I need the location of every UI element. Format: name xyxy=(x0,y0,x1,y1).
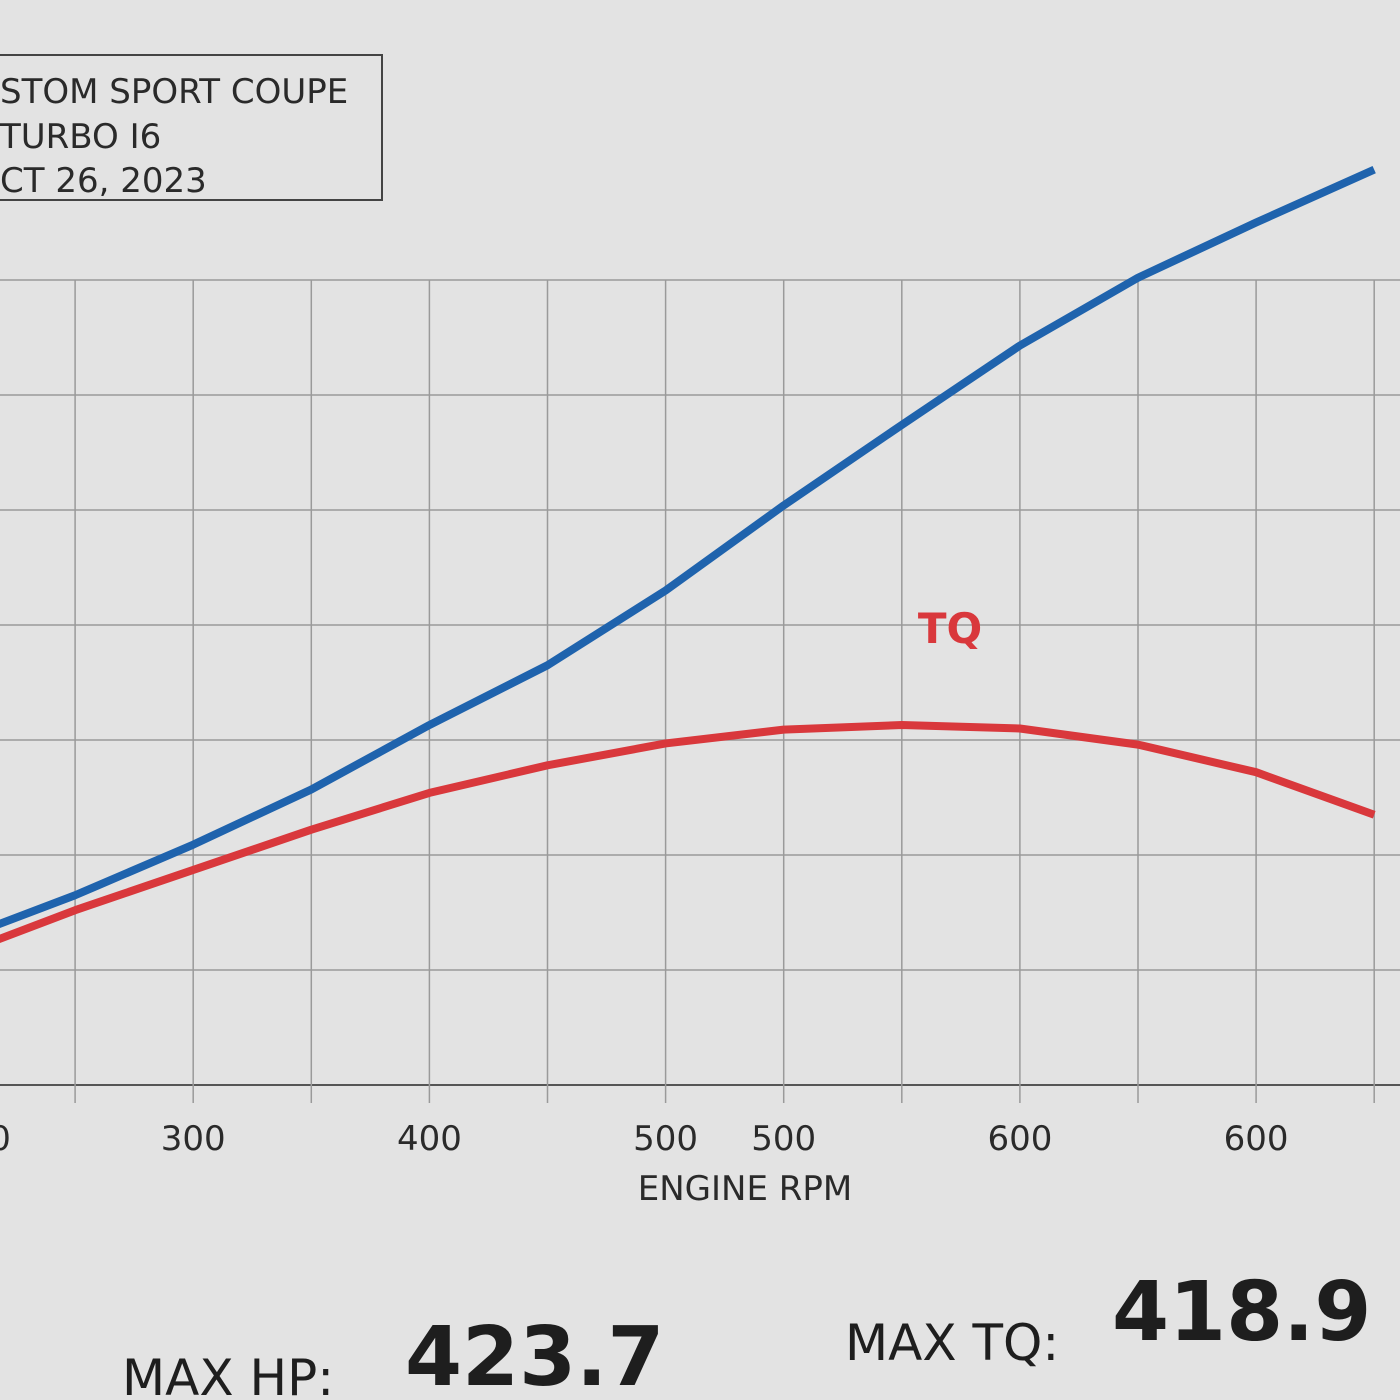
x-tick-label: 500 xyxy=(633,1119,698,1159)
series-line xyxy=(0,721,1376,943)
x-tick-label: 300 xyxy=(161,1119,226,1159)
info-line: TURBO I6 xyxy=(0,117,161,157)
x-tick-label: 500 xyxy=(751,1119,816,1159)
x-tick-label: 600 xyxy=(1224,1119,1289,1159)
x-tick-label: 600 xyxy=(987,1119,1052,1159)
series-label: TQ xyxy=(918,604,982,653)
stat-value: 423.7 xyxy=(405,1310,664,1400)
info-line: CT 26, 2023 xyxy=(0,161,207,201)
x-axis-label: ENGINE RPM xyxy=(638,1169,852,1209)
info-line: STOM SPORT COUPE xyxy=(0,72,348,112)
stat-label: MAX TQ: xyxy=(845,1314,1059,1372)
x-tick-label: 0 xyxy=(0,1119,11,1159)
stat-label: MAX HP: xyxy=(122,1349,334,1400)
series-line xyxy=(0,165,1376,929)
x-tick-label: 400 xyxy=(397,1119,462,1159)
stat-value: 418.9 xyxy=(1112,1265,1371,1360)
info-box xyxy=(0,54,383,201)
